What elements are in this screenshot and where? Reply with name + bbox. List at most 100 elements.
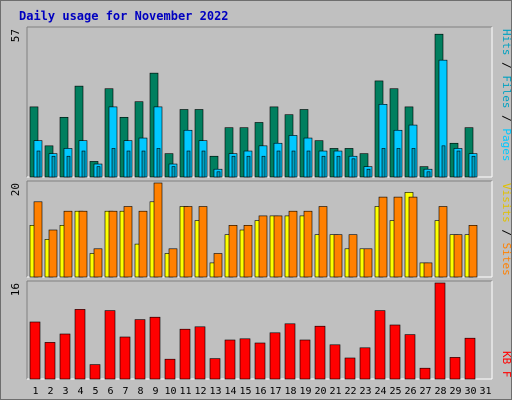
bar-sites-day-10 [168,248,178,278]
panel-2-max-label: 20 [9,183,22,196]
bar-kbytes-day-27 [419,367,431,380]
bar-sites-day-26 [408,196,418,278]
bar-sites-day-13 [213,253,223,278]
bar-kbytes-day-29 [449,357,461,380]
legend-part: / [500,223,511,243]
legend-part: Visits [500,183,511,223]
bar-hits-day-14 [231,155,236,178]
chart-title: Daily usage for November 2022 [19,9,229,23]
bar-sites-day-24 [378,196,388,278]
bar-kbytes-day-17 [269,332,281,380]
bar-sites-day-21 [333,234,343,278]
bar-hits-day-15 [246,155,251,178]
panel-3-max-label: 16 [9,283,22,296]
bar-kbytes-day-18 [284,323,296,380]
bar-hits-day-28 [441,145,446,178]
bar-sites-day-8 [138,210,148,278]
x-tick-day-8: 8 [137,386,143,397]
x-tick-day-19: 19 [299,386,311,397]
bar-hits-day-1 [36,150,41,178]
x-tick-day-23: 23 [359,386,371,397]
legend-part: Files [500,75,511,108]
bar-hits-day-27 [426,171,431,178]
x-tick-day-11: 11 [179,386,191,397]
bar-sites-day-6 [108,210,118,278]
bar-sites-day-11 [183,206,193,278]
x-tick-day-29: 29 [449,386,461,397]
x-tick-day-1: 1 [32,386,38,397]
bar-hits-day-10 [171,166,176,178]
bar-kbytes-day-5 [89,364,101,380]
bar-kbytes-day-8 [134,319,146,380]
bar-hits-day-24 [381,148,386,178]
bar-hits-day-4 [81,150,86,178]
bar-kbytes-day-10 [164,358,176,380]
bar-hits-day-7 [126,150,131,178]
bar-sites-day-12 [198,206,208,278]
x-tick-day-14: 14 [224,386,236,397]
x-tick-day-2: 2 [47,386,53,397]
bar-sites-day-19 [303,210,313,278]
bar-sites-day-14 [228,225,238,278]
legend-part: Hits [500,29,511,56]
bar-kbytes-day-6 [104,310,116,380]
x-tick-day-13: 13 [209,386,221,397]
bar-hits-day-2 [51,155,56,178]
x-tick-day-9: 9 [152,386,158,397]
panel-2-legend: Visits / Sites [500,183,511,276]
x-tick-day-3: 3 [62,386,68,397]
bar-sites-day-20 [318,206,328,278]
bar-sites-day-30 [468,225,478,278]
bar-hits-day-22 [351,158,356,178]
x-tick-day-21: 21 [329,386,341,397]
bar-hits-day-8 [141,150,146,178]
bar-kbytes-day-20 [314,325,326,380]
legend-part: Pages [500,128,511,161]
bar-kbytes-day-3 [59,333,71,380]
bar-kbytes-day-24 [374,310,386,380]
bar-hits-day-23 [366,168,371,178]
bar-hits-day-25 [396,148,401,178]
legend-part: / [500,109,511,129]
bar-sites-day-27 [423,262,433,278]
bar-hits-day-21 [336,155,341,178]
bar-sites-day-2 [48,229,58,278]
x-tick-day-12: 12 [194,386,206,397]
bar-hits-day-19 [306,150,311,178]
x-tick-day-30: 30 [464,386,476,397]
x-tick-day-31: 31 [479,386,491,397]
bar-sites-day-29 [453,234,463,278]
x-tick-day-16: 16 [254,386,266,397]
bar-hits-day-11 [186,150,191,178]
x-tick-day-27: 27 [419,386,431,397]
bar-kbytes-day-4 [74,309,86,380]
x-tick-day-17: 17 [269,386,281,397]
bar-kbytes-day-7 [119,336,131,380]
bar-hits-day-18 [291,150,296,178]
panel-1-max-label: 57 [9,29,22,42]
bar-kbytes-day-14 [224,339,236,380]
x-tick-day-6: 6 [107,386,113,397]
bar-hits-day-20 [321,155,326,178]
bar-sites-day-5 [93,248,103,278]
bar-hits-day-26 [411,148,416,178]
panel-3-legend: KB F [500,351,511,378]
bar-kbytes-day-15 [239,338,251,380]
legend-part: / [500,56,511,76]
legend-part: Sites [500,243,511,276]
bar-kbytes-day-26 [404,334,416,380]
bar-kbytes-day-2 [44,342,56,380]
bar-hits-day-13 [216,171,221,178]
bar-sites-day-15 [243,225,253,278]
x-tick-day-5: 5 [92,386,98,397]
bar-kbytes-day-12 [194,326,206,380]
bar-kbytes-day-28 [434,282,446,380]
x-tick-day-7: 7 [122,386,128,397]
bar-sites-day-25 [393,196,403,278]
bar-kbytes-day-13 [209,358,221,380]
bar-hits-day-9 [156,148,161,178]
bar-kbytes-day-21 [329,344,341,380]
bar-sites-day-22 [348,234,358,278]
